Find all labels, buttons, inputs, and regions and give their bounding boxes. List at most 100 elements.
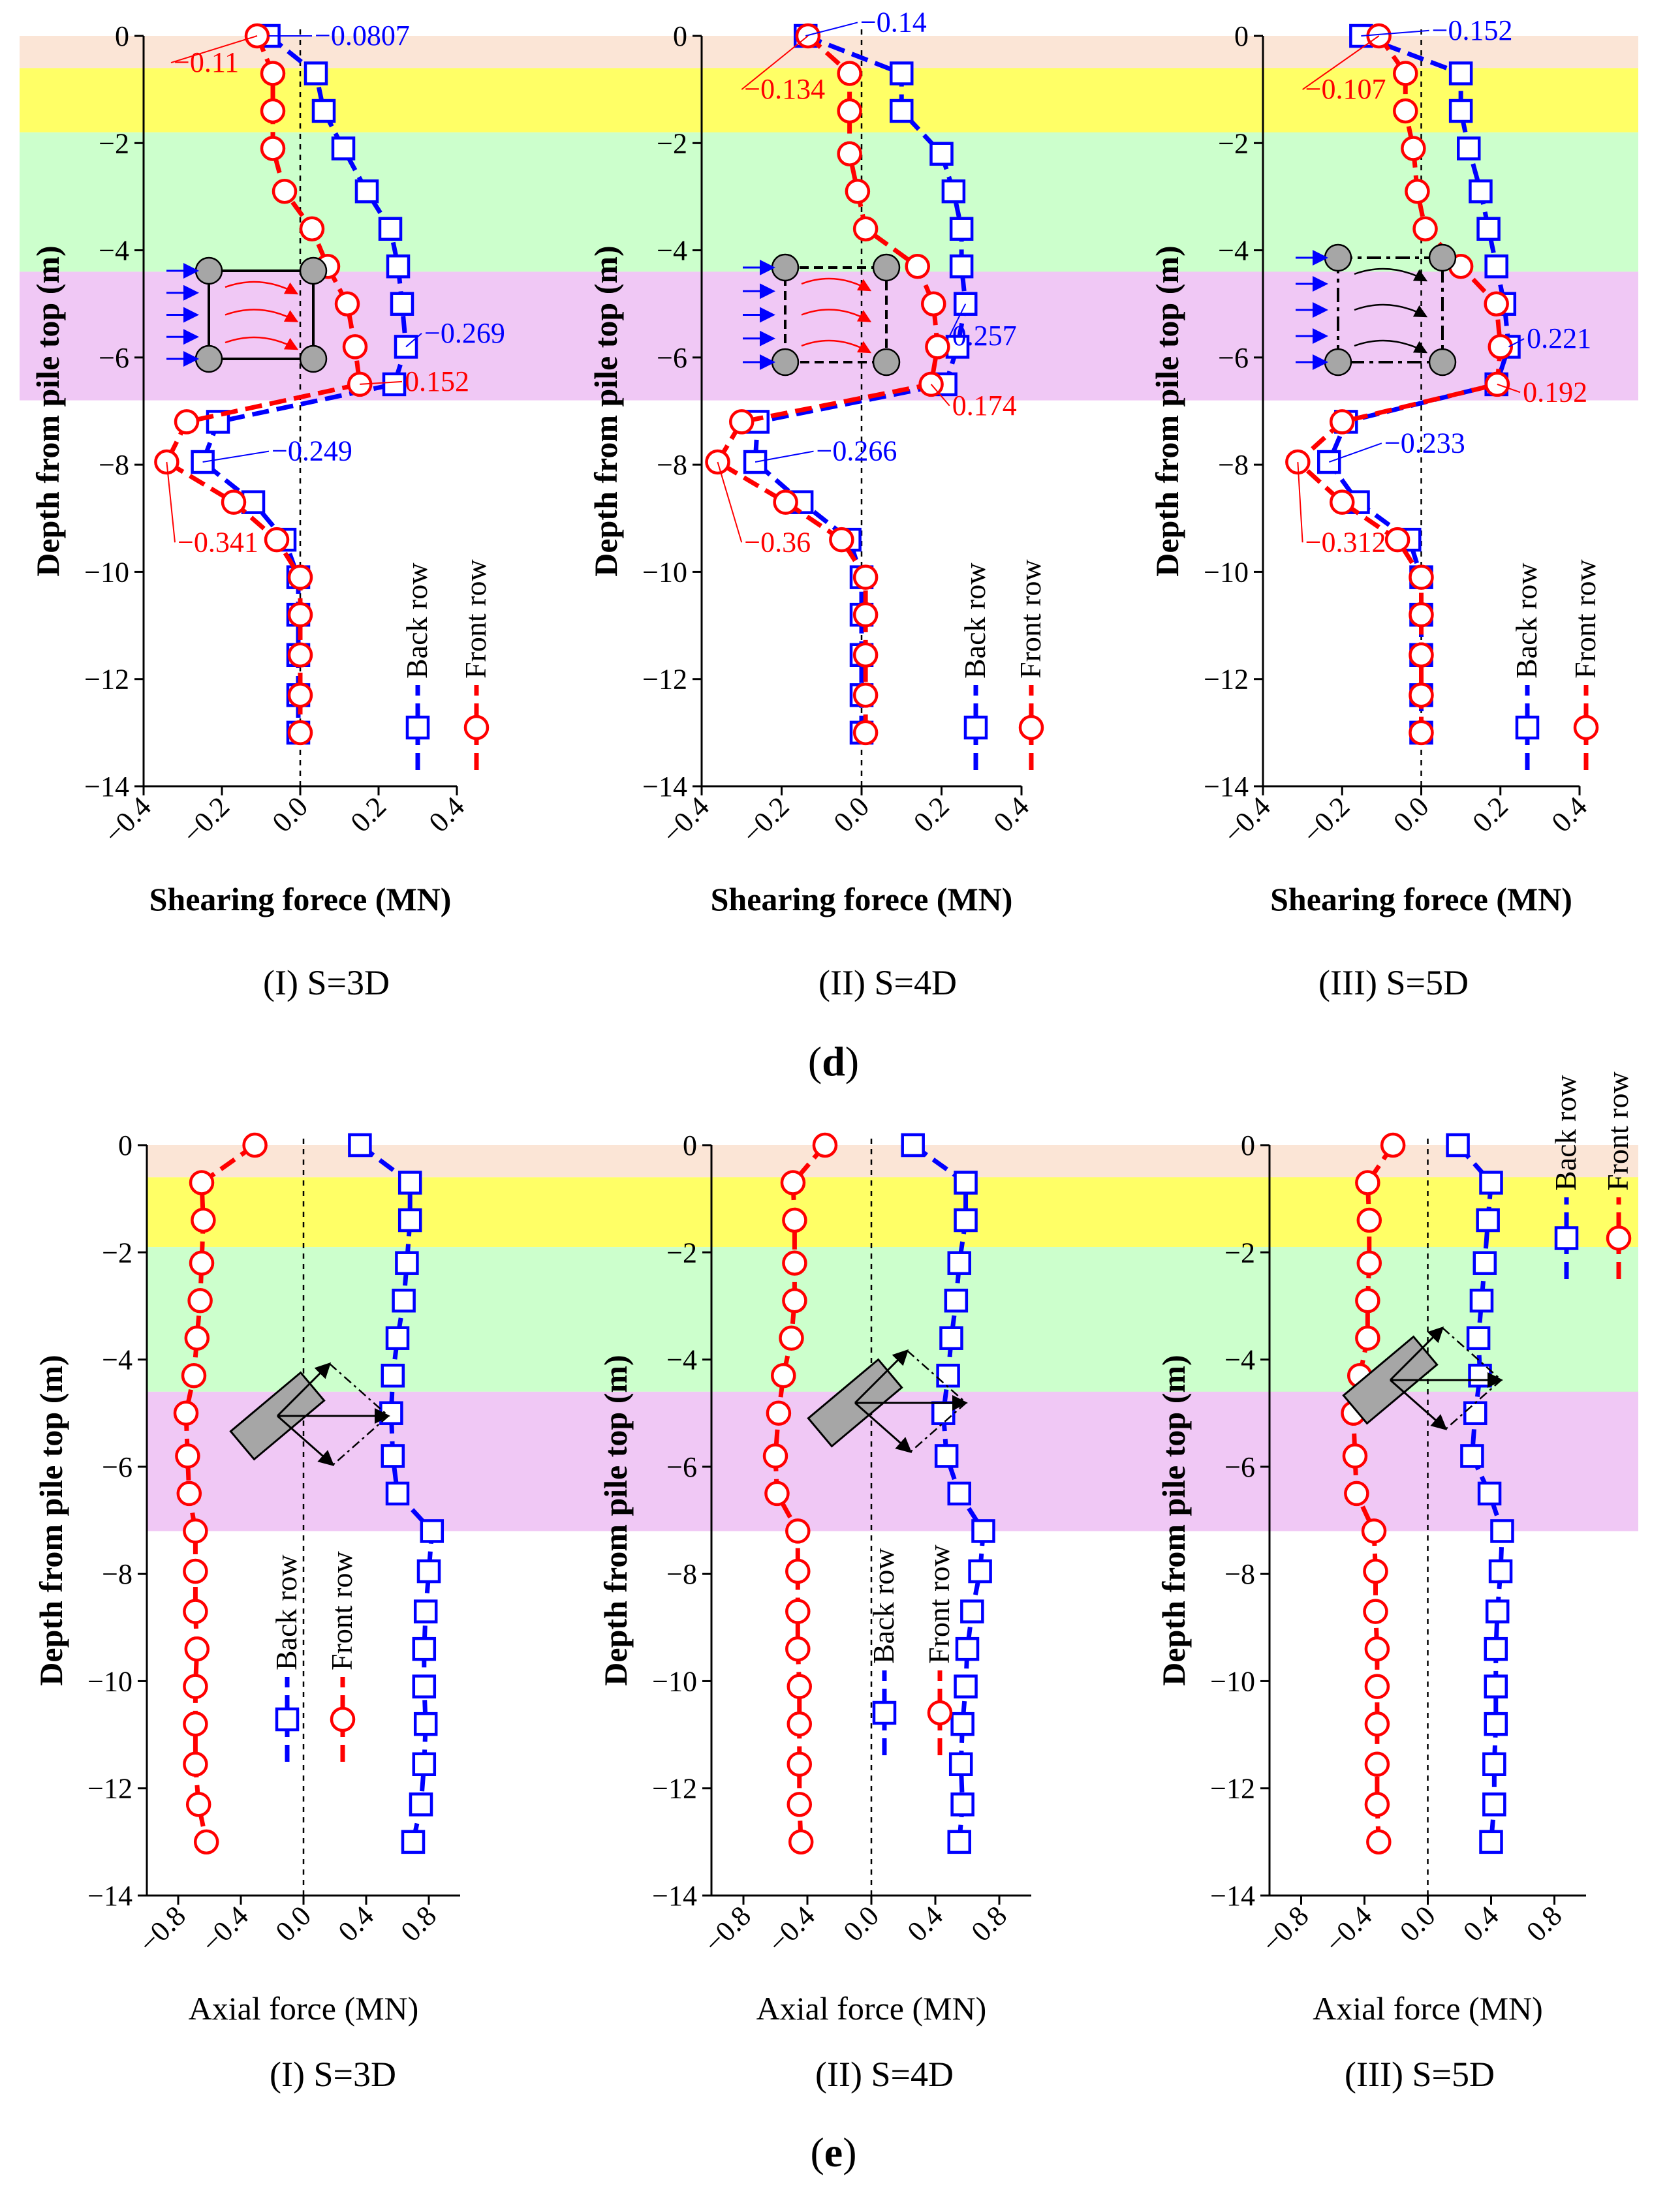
- annotation-label: −0.233: [1384, 427, 1465, 459]
- data-point-front: [852, 683, 879, 708]
- data-point-front: [1393, 98, 1418, 124]
- y-tick-label: −8: [1224, 1558, 1255, 1590]
- data-point-back: [949, 217, 974, 241]
- legend-label-back: Back row: [400, 562, 433, 679]
- annotation-leader: [1508, 338, 1525, 348]
- y-tick-label: −12: [652, 1773, 697, 1805]
- data-point-front: [287, 642, 313, 668]
- figure-caption-e: (e): [810, 2129, 857, 2175]
- annotation-leader: [805, 22, 858, 37]
- annotation-label: −0.107: [1305, 73, 1386, 105]
- data-point-front: [176, 1481, 202, 1507]
- data-point-front: [837, 61, 862, 86]
- annotation-label: −0.11: [174, 46, 239, 78]
- data-point-back: [947, 1251, 971, 1275]
- data-point-front: [1393, 61, 1418, 86]
- charts-layer: 0 −2 −4 −6 −8 −10 −12 −14 −0.4 −0.2 0.0 0.2 0.4 Shear…: [20, 6, 1638, 2027]
- y-tick-label: −12: [1204, 664, 1249, 696]
- data-point-front: [1364, 1751, 1390, 1777]
- data-point-back: [1484, 1674, 1508, 1698]
- data-point-back: [1479, 1830, 1503, 1854]
- data-point-front: [183, 1518, 208, 1544]
- data-point-front: [1330, 489, 1355, 515]
- x-tick-label: 0.8: [1520, 1899, 1568, 1948]
- annotation-leader: [405, 333, 422, 348]
- data-point-front: [782, 1207, 807, 1233]
- data-point-front: [189, 1170, 215, 1195]
- panel-label-e-II: (II) S=4D: [815, 2055, 954, 2094]
- y-tick-label: −4: [666, 1344, 697, 1376]
- data-point-back: [385, 1326, 410, 1350]
- panel-label-d-I: (I) S=3D: [263, 963, 390, 1002]
- stress-arrow-icon: [225, 336, 299, 350]
- data-point-back: [378, 217, 403, 241]
- x-axis-label: Axial force (MN): [756, 1990, 987, 2027]
- data-point-front: [1409, 564, 1434, 590]
- legend-label-front: Front row: [1014, 559, 1047, 679]
- data-point-back: [901, 1133, 925, 1158]
- annotation-label: −0.269: [424, 317, 505, 349]
- legend-marker-back: [405, 715, 430, 740]
- data-point-back: [929, 142, 954, 166]
- legend-marker-back: [1554, 1226, 1579, 1250]
- data-point-back: [1466, 1326, 1491, 1350]
- pile-icon: [299, 256, 328, 285]
- data-point-back: [1484, 254, 1508, 279]
- x-tick-label: −0.8: [1255, 1899, 1315, 1959]
- x-tick-label: −0.4: [762, 1899, 821, 1959]
- force-arrow-icon: [277, 1415, 335, 1466]
- data-point-front: [1364, 1674, 1390, 1699]
- legend: Back row Front row: [958, 559, 1047, 770]
- data-point-back: [1485, 1599, 1510, 1623]
- data-point-back: [931, 1401, 956, 1425]
- data-point-back: [1482, 1752, 1506, 1776]
- data-point-front: [221, 489, 247, 515]
- y-tick-label: −6: [666, 1451, 697, 1483]
- data-point-front: [242, 1132, 268, 1158]
- x-tick-label: −0.4: [1318, 1899, 1378, 1959]
- data-point-front: [175, 1443, 200, 1469]
- y-tick-label: 0: [683, 1129, 697, 1161]
- annotation-label: 0.221: [1527, 322, 1591, 354]
- legend-label-front: Front row: [1568, 559, 1602, 679]
- annotation-leader: [170, 35, 258, 64]
- stress-arrow-icon: [801, 339, 872, 354]
- annotation-leader: [948, 303, 967, 337]
- soil-layer-band: [1270, 1247, 1638, 1392]
- data-point-back: [1484, 1712, 1508, 1736]
- legend-label-back: Back row: [867, 1548, 900, 1664]
- x-tick-label: 0.2: [907, 790, 956, 838]
- data-point-front: [183, 1599, 208, 1624]
- data-point-front: [272, 178, 298, 204]
- data-point-front: [1488, 334, 1513, 360]
- data-point-back: [1484, 1636, 1508, 1661]
- y-tick-label: −8: [1218, 449, 1249, 481]
- annotation-leader: [1328, 442, 1382, 463]
- data-point-back: [1448, 99, 1473, 123]
- data-point-back: [1457, 136, 1481, 161]
- data-point-front: [1412, 216, 1438, 241]
- y-tick-label: −2: [102, 1237, 132, 1268]
- data-point-back: [1476, 217, 1501, 241]
- legend-label-front: Front row: [922, 1544, 956, 1665]
- data-point-front: [1330, 409, 1355, 435]
- y-tick-label: −12: [84, 664, 129, 696]
- data-point-front: [1344, 1481, 1369, 1507]
- annotation-label: 0.174: [952, 390, 1017, 422]
- x-tick-label: 0.2: [1466, 790, 1514, 838]
- pile-inclination-inset-e-II: [807, 1349, 968, 1453]
- data-point-back: [890, 99, 914, 123]
- data-point-back: [890, 61, 914, 85]
- y-tick-label: 0: [1234, 20, 1249, 52]
- force-arrow-icon: [1389, 1326, 1444, 1381]
- data-point-back: [386, 254, 411, 279]
- legend-marker-back: [963, 715, 988, 740]
- force-arrow-icon: [276, 1362, 332, 1417]
- data-point-back: [412, 1674, 437, 1698]
- data-point-front: [787, 1674, 812, 1699]
- x-tick-label: 0.4: [1546, 790, 1594, 838]
- annotation-leader: [166, 461, 176, 543]
- data-point-front: [1355, 1287, 1380, 1313]
- data-point-front: [183, 1558, 208, 1584]
- pile-icon: [1324, 243, 1352, 272]
